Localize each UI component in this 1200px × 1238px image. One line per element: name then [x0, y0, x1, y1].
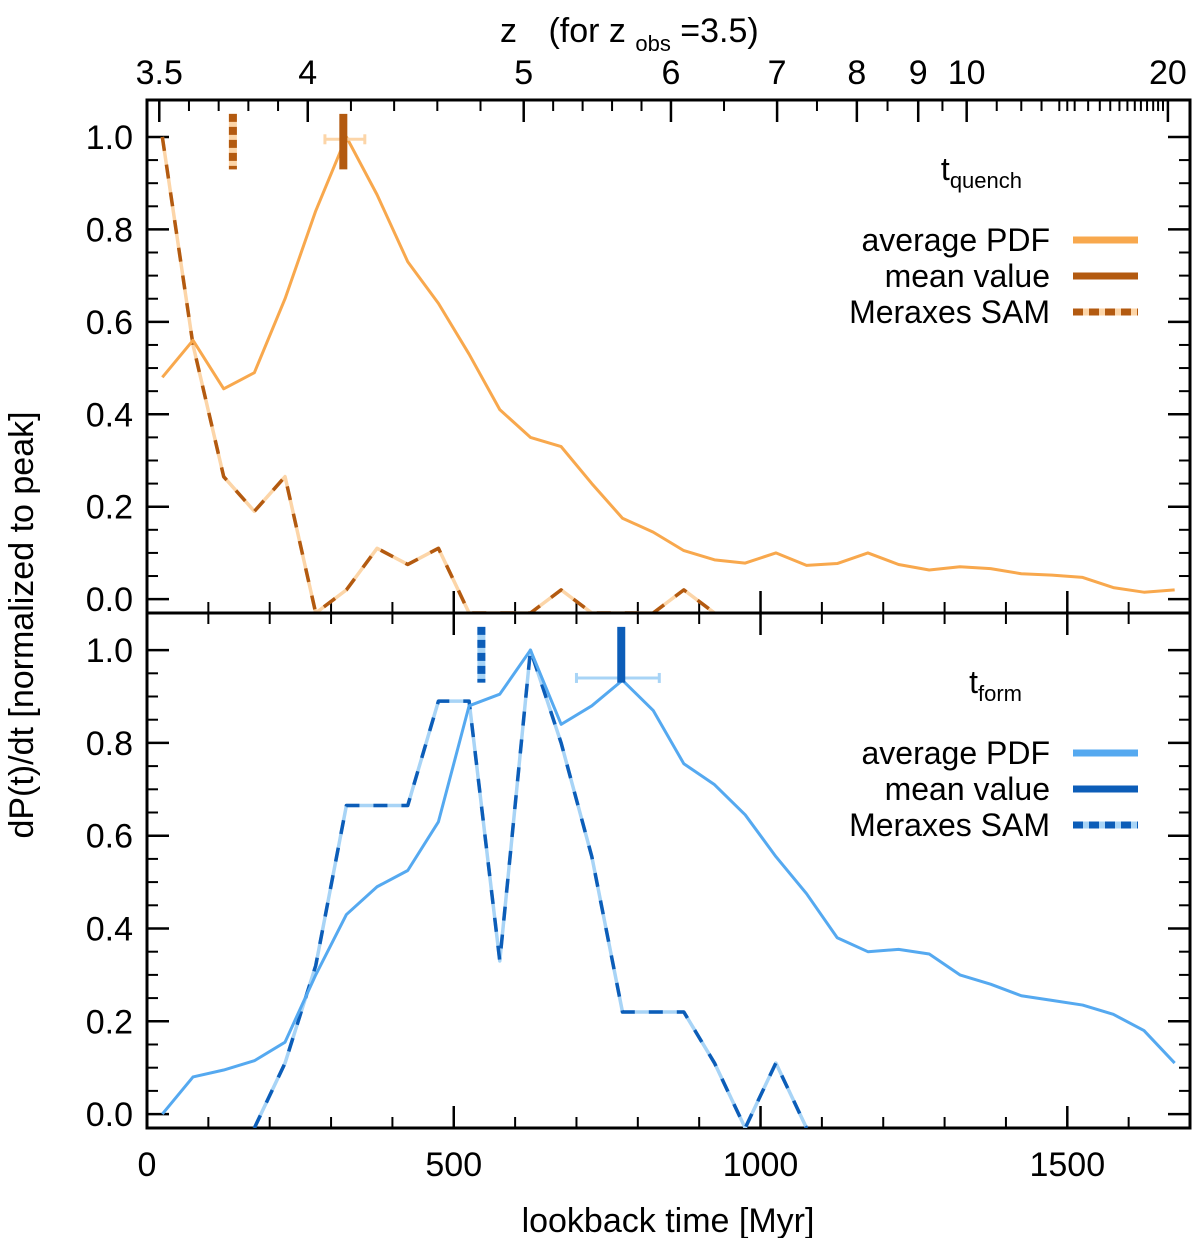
y-axis-label: dP(t)/dt [normalized to peak] — [3, 411, 41, 838]
panel-label-t: t — [969, 664, 978, 700]
y-tick-label: 0.6 — [86, 818, 133, 856]
pdf-series-line — [161, 135, 1175, 594]
panel-frame-form — [145, 611, 1192, 1130]
sam-series-line-dashed — [252, 648, 809, 1128]
top-tick-label: 3.5 — [136, 54, 183, 92]
panel-quench: 0.0 0.2 0.4 0.6 0.8 1.0 tquench average PDFmean… — [86, 98, 1192, 619]
panel-label-sub: form — [978, 681, 1022, 706]
y-tick-label: 0.8 — [86, 725, 133, 763]
y-tick-label: 0.4 — [86, 396, 133, 434]
top-tick-label: 7 — [768, 54, 787, 92]
legend-label: average PDF — [861, 222, 1050, 258]
y-tick-label: 1.0 — [86, 119, 133, 157]
sam-series-line-light — [160, 136, 716, 613]
x-axis-label: lookback time [Myr] — [522, 1202, 815, 1238]
x-tick-label: 1500 — [1029, 1146, 1105, 1184]
y-tick-label: 0.2 — [86, 1003, 133, 1041]
y-tick-label: 0.2 — [86, 489, 133, 527]
top-tick-label: 20 — [1149, 54, 1187, 92]
plot-area-quench — [160, 135, 1175, 613]
panel-label-form: tform — [969, 664, 1022, 706]
top-axis-title: z (for z obs =3.5) — [500, 12, 759, 59]
panel-label-sub: quench — [950, 168, 1022, 193]
legend-label: Meraxes SAM — [849, 807, 1050, 843]
legend-label: Meraxes SAM — [849, 294, 1050, 330]
pdf-series-line — [161, 648, 1176, 1116]
x-tick-label: 1000 — [723, 1146, 799, 1184]
x-tick-label: 0 — [138, 1146, 157, 1184]
legend-label: mean value — [885, 771, 1050, 807]
top-axis-title-z: z — [500, 12, 517, 50]
top-tick-label: 5 — [514, 54, 533, 92]
top-tick-label: 4 — [298, 54, 317, 92]
top-tick-label: 8 — [847, 54, 866, 92]
panel-label-t: t — [941, 151, 950, 187]
y-tick-label: 0.4 — [86, 910, 133, 948]
y-tick-label: 0.8 — [86, 211, 133, 249]
legend-label: average PDF — [861, 735, 1050, 771]
y-tick-label: 0.0 — [86, 1096, 133, 1134]
top-tick-label: 10 — [948, 54, 986, 92]
x-tick-label: 500 — [425, 1146, 482, 1184]
legend-label: mean value — [885, 258, 1050, 294]
sam-series-line-dashed — [160, 136, 716, 613]
top-tick-label: 9 — [909, 54, 928, 92]
top-axis-title-obs: obs — [635, 31, 670, 56]
y-tick-label: 0.0 — [86, 581, 133, 619]
top-axis-title-for: (for z — [548, 12, 625, 50]
top-tick-label: 6 — [661, 54, 680, 92]
y-tick-label: 0.6 — [86, 304, 133, 342]
y-tick-label: 1.0 — [86, 632, 133, 670]
top-axis-title-suffix: =3.5) — [680, 12, 758, 50]
panel-label-quench: tquench — [941, 151, 1022, 193]
sam-series-line-light — [252, 648, 809, 1128]
panel-frame-quench — [145, 98, 1192, 615]
plot-area-form — [161, 648, 1176, 1128]
